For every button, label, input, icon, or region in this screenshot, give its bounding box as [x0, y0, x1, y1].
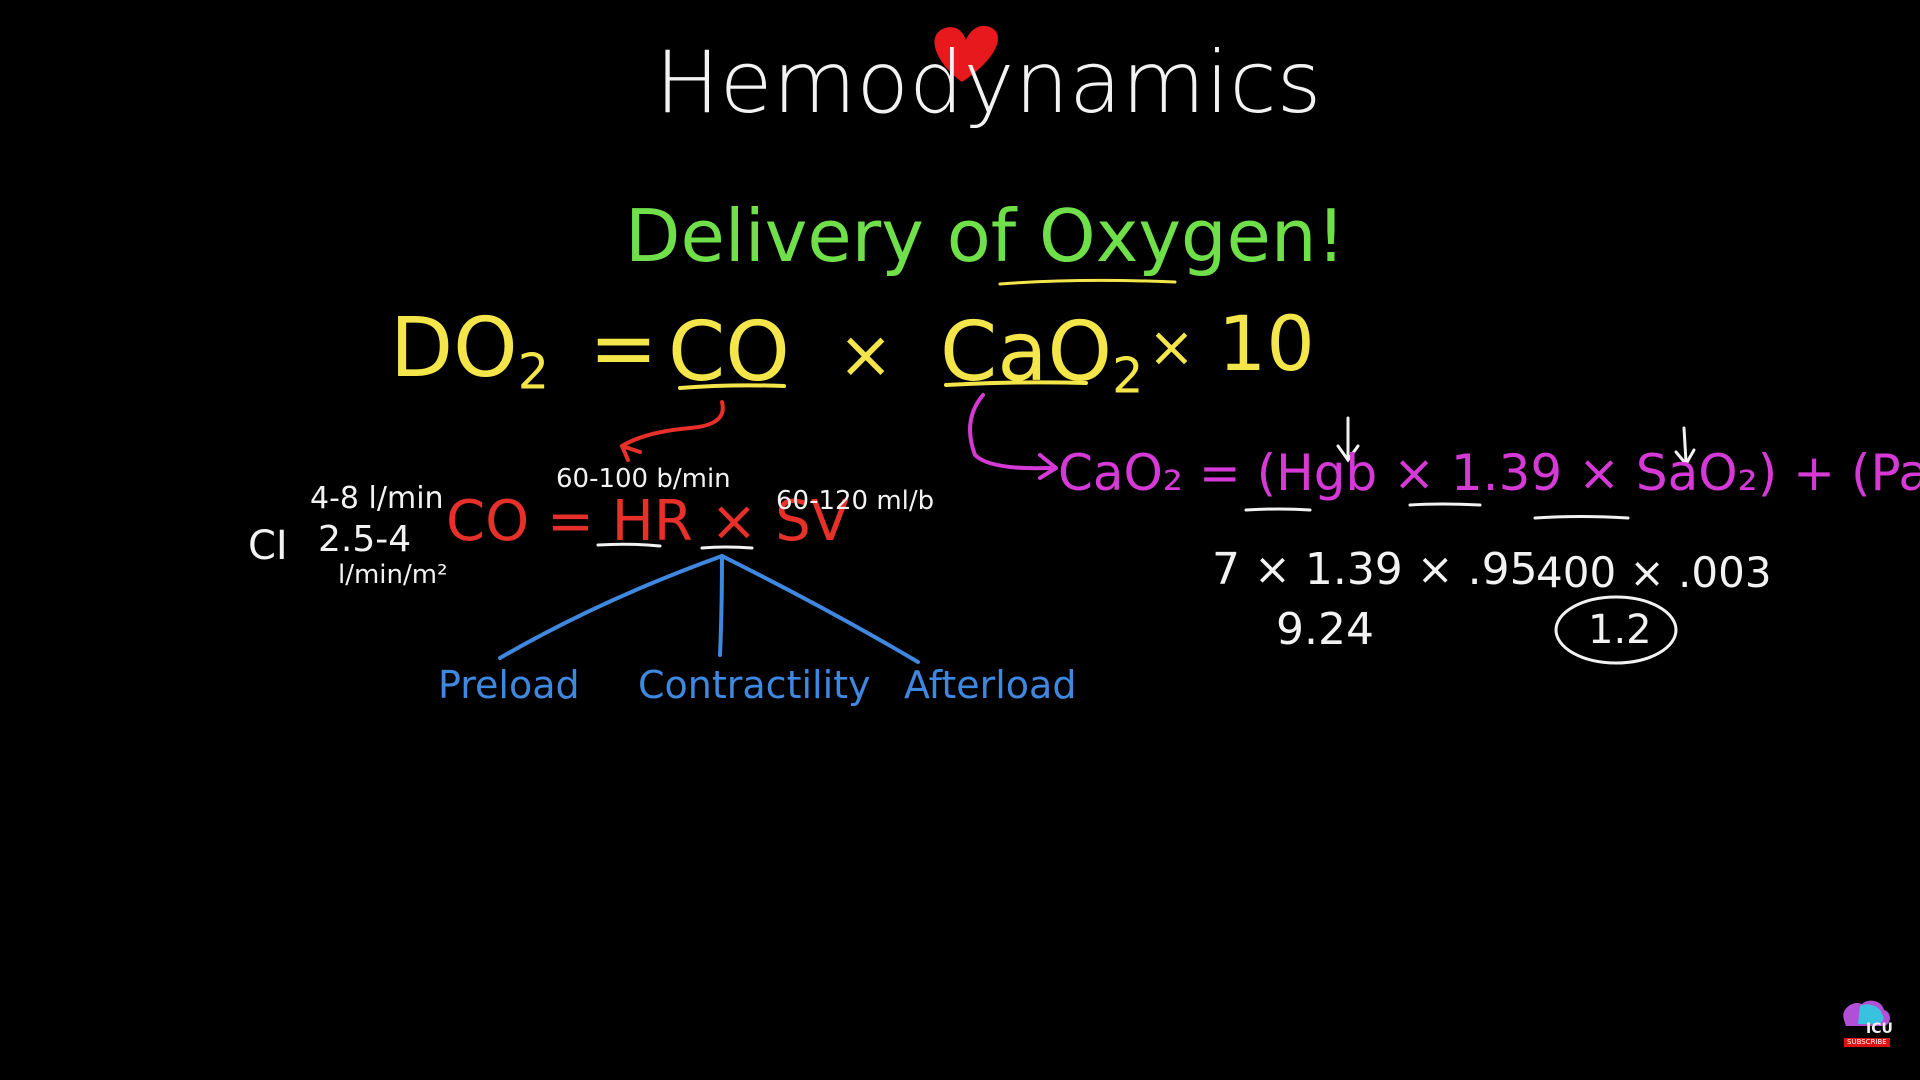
times-sign: ×	[838, 322, 893, 388]
co-term: CO	[668, 312, 790, 394]
co-range: 4-8 l/min	[310, 484, 444, 514]
times-sign: ×	[1148, 320, 1195, 376]
cao2-arrow	[970, 395, 1056, 478]
cao2-expansion: CaO₂ = (Hgb × 1.39 × SaO₂) + (PaO₂ × .00…	[1058, 448, 1920, 498]
afterload-label: Afterload	[904, 666, 1076, 704]
term2-calc: 400 × .003	[1536, 552, 1772, 594]
do2-term: DO2	[390, 301, 549, 396]
page-title: Hemodynamics	[655, 40, 1321, 126]
main-equation: DO2 =	[390, 308, 658, 397]
ten-value: 10	[1218, 306, 1315, 382]
ci-label: CI	[248, 526, 288, 566]
preload-label: Preload	[438, 666, 580, 704]
term2-result: 1.2	[1588, 610, 1652, 650]
co-arrow	[622, 402, 723, 460]
term1-calc: 7 × 1.39 × .95	[1212, 548, 1538, 592]
contractility-label: Contractility	[638, 666, 871, 704]
sv-branch-preload	[500, 556, 722, 658]
equals-sign: =	[589, 301, 658, 396]
subtitle: Delivery of Oxygen!	[625, 200, 1345, 272]
cao2-term: CaO2	[940, 312, 1143, 401]
ci-range: 2.5-4	[318, 522, 411, 558]
channel-logo[interactable]: ICU SUBSCRIBE	[1838, 998, 1894, 1048]
sv-branch-contractility	[720, 556, 722, 655]
sv-range: 60-120 ml/b	[776, 488, 934, 514]
subscribe-badge[interactable]: SUBSCRIBE	[1844, 1038, 1890, 1047]
logo-label: ICU	[1866, 1022, 1893, 1036]
ci-units: l/min/m²	[338, 562, 448, 588]
sv-branch-afterload	[722, 556, 918, 662]
term1-result: 9.24	[1276, 608, 1374, 652]
